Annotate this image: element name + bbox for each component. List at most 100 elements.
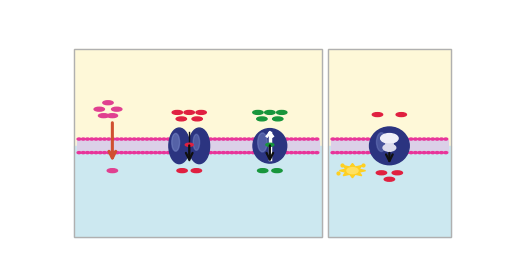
Circle shape — [405, 138, 409, 140]
Circle shape — [347, 168, 358, 174]
Circle shape — [353, 138, 356, 140]
Circle shape — [154, 138, 157, 140]
Circle shape — [281, 151, 285, 154]
Circle shape — [128, 138, 132, 140]
Bar — [74, 146, 322, 237]
Circle shape — [166, 138, 170, 140]
Circle shape — [98, 151, 102, 154]
Circle shape — [251, 138, 255, 140]
Circle shape — [264, 138, 268, 140]
Ellipse shape — [384, 177, 395, 181]
Circle shape — [234, 151, 238, 154]
Circle shape — [124, 138, 127, 140]
Ellipse shape — [112, 107, 122, 111]
Circle shape — [213, 151, 217, 154]
Circle shape — [294, 151, 297, 154]
Circle shape — [374, 138, 378, 140]
Circle shape — [86, 138, 90, 140]
Circle shape — [281, 138, 285, 140]
Circle shape — [94, 138, 98, 140]
Circle shape — [179, 138, 183, 140]
Circle shape — [150, 151, 153, 154]
Ellipse shape — [107, 169, 118, 172]
Circle shape — [409, 151, 413, 154]
Circle shape — [315, 138, 319, 140]
Circle shape — [444, 151, 447, 154]
Circle shape — [255, 151, 259, 154]
Circle shape — [192, 151, 196, 154]
Circle shape — [162, 151, 166, 154]
Circle shape — [289, 138, 293, 140]
Circle shape — [435, 138, 439, 140]
Circle shape — [137, 138, 140, 140]
Circle shape — [380, 134, 398, 143]
Bar — [77, 140, 319, 152]
Circle shape — [170, 151, 175, 154]
Ellipse shape — [376, 171, 387, 175]
Circle shape — [396, 138, 400, 140]
Circle shape — [426, 151, 431, 154]
Circle shape — [128, 151, 132, 154]
Ellipse shape — [191, 169, 202, 172]
Circle shape — [255, 138, 259, 140]
Bar — [74, 49, 322, 237]
Circle shape — [137, 151, 140, 154]
Circle shape — [120, 151, 123, 154]
Ellipse shape — [172, 111, 182, 114]
Circle shape — [418, 138, 422, 140]
Circle shape — [440, 151, 443, 154]
Circle shape — [431, 151, 435, 154]
Circle shape — [400, 138, 404, 140]
Circle shape — [141, 138, 144, 140]
Circle shape — [90, 138, 94, 140]
Circle shape — [217, 151, 221, 154]
Circle shape — [264, 151, 268, 154]
Circle shape — [154, 151, 157, 154]
Circle shape — [379, 151, 382, 154]
Circle shape — [414, 151, 417, 154]
Circle shape — [81, 151, 85, 154]
Circle shape — [444, 138, 447, 140]
Circle shape — [94, 151, 98, 154]
Circle shape — [294, 138, 297, 140]
Ellipse shape — [370, 127, 409, 165]
Circle shape — [239, 138, 242, 140]
Circle shape — [226, 138, 229, 140]
Circle shape — [422, 138, 426, 140]
Circle shape — [260, 138, 264, 140]
Circle shape — [115, 138, 119, 140]
Circle shape — [409, 138, 413, 140]
Circle shape — [383, 144, 396, 151]
Ellipse shape — [169, 128, 189, 164]
Circle shape — [150, 138, 153, 140]
Circle shape — [175, 151, 179, 154]
Ellipse shape — [272, 169, 282, 172]
Ellipse shape — [189, 128, 209, 164]
Bar — [331, 140, 447, 152]
Ellipse shape — [176, 117, 186, 121]
Ellipse shape — [185, 143, 193, 146]
Circle shape — [260, 151, 264, 154]
Circle shape — [120, 138, 123, 140]
Circle shape — [166, 151, 170, 154]
Ellipse shape — [98, 114, 109, 118]
Circle shape — [383, 151, 387, 154]
Circle shape — [307, 138, 310, 140]
Circle shape — [311, 138, 314, 140]
Circle shape — [247, 138, 251, 140]
Circle shape — [400, 151, 404, 154]
Circle shape — [102, 151, 106, 154]
Circle shape — [383, 138, 387, 140]
Ellipse shape — [372, 113, 382, 116]
Circle shape — [396, 151, 400, 154]
Circle shape — [344, 151, 348, 154]
Circle shape — [209, 151, 212, 154]
Circle shape — [331, 151, 335, 154]
Circle shape — [374, 151, 378, 154]
Circle shape — [230, 138, 234, 140]
Circle shape — [426, 138, 431, 140]
Circle shape — [272, 151, 276, 154]
Circle shape — [353, 151, 356, 154]
Circle shape — [200, 138, 204, 140]
Ellipse shape — [253, 111, 263, 114]
